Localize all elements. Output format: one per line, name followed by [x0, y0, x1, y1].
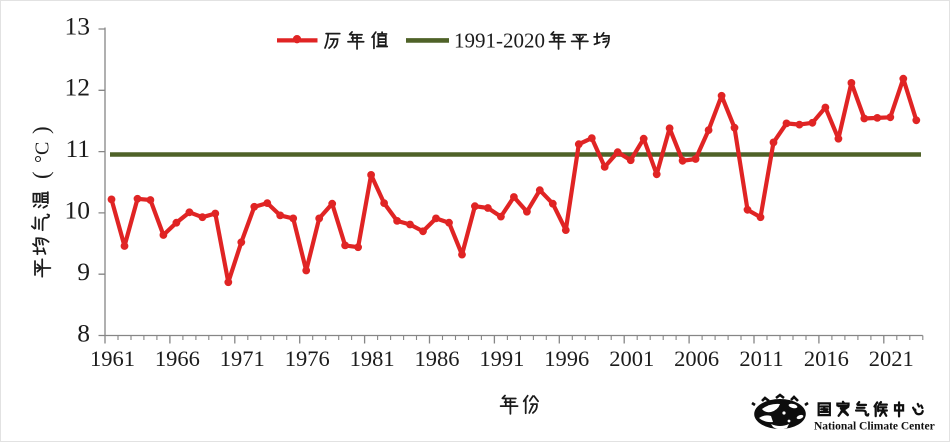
- svg-text:2001: 2001: [609, 346, 654, 371]
- svg-text:2016: 2016: [804, 346, 849, 371]
- svg-text:2021: 2021: [869, 346, 914, 371]
- svg-text:1961: 1961: [90, 346, 135, 371]
- svg-text:): ): [29, 126, 54, 134]
- svg-text:12: 12: [65, 72, 91, 101]
- svg-text:13: 13: [65, 11, 91, 40]
- svg-text:°C: °C: [32, 142, 54, 163]
- svg-text:1976: 1976: [285, 346, 330, 371]
- svg-text:2011: 2011: [739, 346, 783, 371]
- svg-text:1971: 1971: [220, 346, 265, 371]
- svg-text:(: (: [29, 171, 54, 179]
- svg-text:1991-2020: 1991-2020: [454, 29, 545, 53]
- svg-text:10: 10: [65, 195, 91, 224]
- svg-text:9: 9: [77, 257, 90, 286]
- svg-text:1996: 1996: [544, 346, 589, 371]
- svg-text:8: 8: [77, 318, 90, 347]
- svg-text:1991: 1991: [479, 346, 524, 371]
- svg-text:National Climate Center: National Climate Center: [814, 421, 935, 433]
- svg-text:2006: 2006: [674, 346, 719, 371]
- svg-text:1966: 1966: [155, 346, 200, 371]
- svg-text:1981: 1981: [350, 346, 395, 371]
- svg-text:11: 11: [65, 134, 90, 163]
- svg-text:1986: 1986: [415, 346, 460, 371]
